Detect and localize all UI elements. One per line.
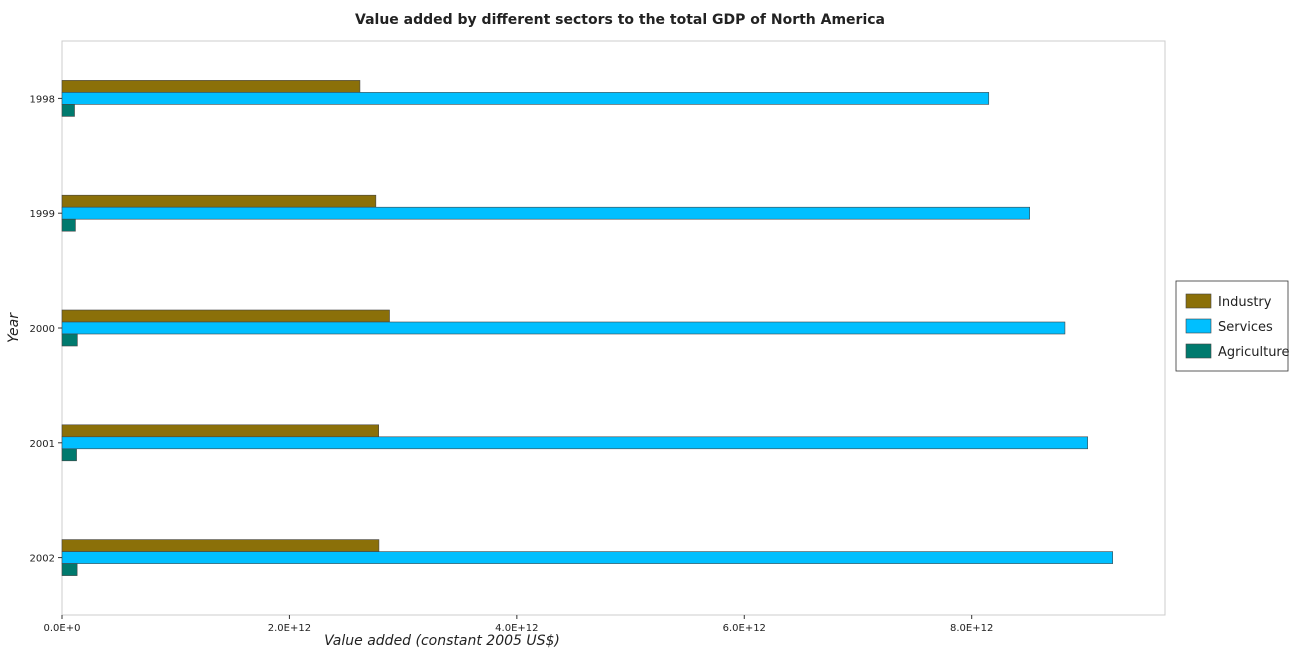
bar-services-2002 (61, 551, 1113, 564)
y-tick-label-2000: 2000 (30, 324, 55, 335)
y-tick-label-2001: 2001 (30, 439, 55, 450)
bar-agriculture-1999 (61, 218, 76, 232)
legend-label-agriculture: Agriculture (1218, 345, 1290, 360)
bar-services-2001 (61, 436, 1088, 450)
y-axis-label: Year (6, 312, 22, 343)
y-tick-label-2002: 2002 (30, 554, 55, 565)
bar-services-2000 (61, 321, 1066, 335)
chart-title: Value added by different sectors to the … (355, 12, 885, 28)
x-tick-label-1: 2.0E+12 (268, 623, 311, 634)
x-tick-label-4: 8.0E+12 (950, 623, 993, 634)
legend-swatch-industry (1185, 293, 1212, 309)
bar-agriculture-1998 (61, 104, 75, 117)
bar-industry-1999 (61, 194, 377, 208)
bar-industry-1998 (61, 80, 361, 93)
x-axis-label: Value added (constant 2005 US$) (324, 633, 560, 649)
y-tick-label-1999: 1999 (30, 209, 55, 220)
legend: Industry Services Agriculture (1175, 280, 1290, 372)
x-ticks-group: 0.0E+0 2.0E+12 4.0E+12 6.0E+12 8.0E+12 (44, 615, 993, 634)
legend-swatch-agriculture (1185, 343, 1212, 359)
bar-agriculture-2001 (61, 448, 77, 462)
bar-agriculture-2000 (61, 333, 78, 347)
bar-industry-2000 (61, 309, 390, 323)
x-tick-label-2: 4.0E+12 (495, 623, 538, 634)
bar-industry-2002 (61, 539, 380, 552)
legend-swatch-services (1185, 318, 1212, 334)
legend-label-industry: Industry (1218, 295, 1272, 310)
bar-industry-2001 (61, 424, 379, 438)
legend-label-services: Services (1218, 320, 1273, 335)
bar-services-1999 (61, 206, 1030, 220)
y-tick-label-1998: 1998 (30, 94, 55, 105)
bars-group (61, 80, 1113, 576)
y-ticks-group: 1998 1999 2000 2001 2002 (30, 94, 62, 565)
bar-agriculture-2002 (61, 563, 78, 576)
bar-services-1998 (61, 92, 990, 105)
x-tick-label-3: 6.0E+12 (723, 623, 766, 634)
x-tick-label-0: 0.0E+0 (44, 623, 81, 634)
